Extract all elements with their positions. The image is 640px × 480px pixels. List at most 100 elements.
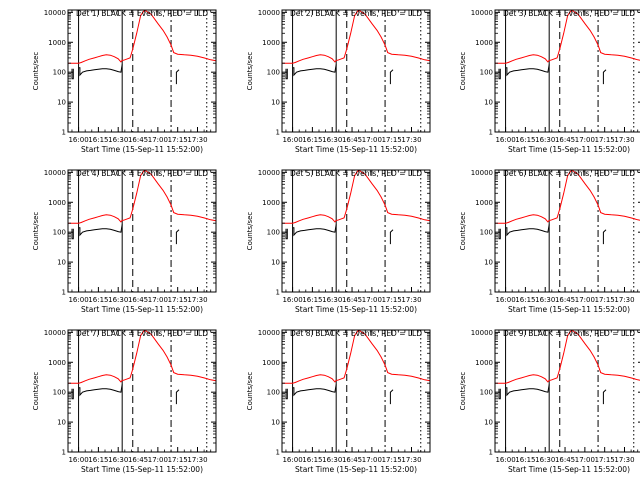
y-tick-label: 10 [57,99,66,107]
series-line-events [498,68,501,80]
panel-title: Det 5, BLACK = Events, RED = LLD [290,169,422,178]
y-tick-label: 100 [267,69,280,77]
data-group [68,170,216,245]
y-tick-label: 1000 [475,39,493,47]
panel-det-1: 1 10 100 1000 10000 16:00 16:15 16:30 16:45 17:00… [32,9,217,154]
x-tick-label: 17:00 [362,456,382,464]
y-tick-label: 10000 [44,169,66,177]
x-axis-label: Start Time (15-Sep-11 15:52:00) [81,305,203,314]
x-tick-label: 16:45 [128,136,148,144]
x-tick-label: 16:45 [128,456,148,464]
y-tick-label: 1 [62,129,66,137]
x-tick-label: 17:15 [595,456,615,464]
x-tick-label: 17:00 [148,456,168,464]
x-tick-label: 16:30 [535,296,555,304]
y-tick-label: 100 [267,389,280,397]
y-tick-label: 1 [489,129,493,137]
series-line-events [175,229,180,245]
x-tick-label: 17:00 [148,296,168,304]
y-axis-label: Counts/sec [459,52,467,91]
plot-frame [281,169,431,293]
y-tick-label: 1000 [262,199,280,207]
x-tick-label: 17:30 [614,136,634,144]
y-tick-label: 100 [480,229,493,237]
series-line-lld [68,170,216,224]
x-tick-label: 16:15 [515,296,535,304]
panel-det-6: 1 10 100 1000 10000 16:00 16:15 16:30 16:45 17:00… [459,169,640,314]
y-axis-label: Counts/sec [459,372,467,411]
data-group [495,10,640,85]
x-axis-label: Start Time (15-Sep-11 15:52:00) [295,465,417,474]
y-tick-label: 10 [271,99,280,107]
x-tick-label: 17:30 [401,456,421,464]
series-line-events [389,229,394,245]
series-line-events [505,64,550,77]
x-tick-label: 16:00 [282,296,302,304]
x-tick-label: 17:00 [575,456,595,464]
x-tick-label: 16:45 [128,296,148,304]
x-tick-label: 16:30 [322,456,342,464]
plot-frame [281,329,431,453]
series-line-events [602,229,607,245]
series-line-lld [68,330,216,384]
x-tick-label: 17:15 [595,136,615,144]
x-tick-label: 17:00 [362,296,382,304]
y-tick-label: 1000 [48,199,66,207]
y-tick-label: 10 [57,419,66,427]
x-axis-label: Start Time (15-Sep-11 15:52:00) [81,465,203,474]
series-line-events [175,389,180,405]
x-axis-label: Start Time (15-Sep-11 15:52:00) [508,145,630,154]
y-tick-label: 1 [62,289,66,297]
plot-frame [494,329,640,453]
plot-frame [281,9,431,133]
x-axis-label: Start Time (15-Sep-11 15:52:00) [508,465,630,474]
panel-title: Det 2, BLACK = Events, RED = LLD [290,9,422,18]
x-tick-label: 16:30 [535,456,555,464]
y-tick-label: 10000 [258,9,280,17]
x-tick-label: 17:15 [382,136,402,144]
series-line-lld [495,330,640,384]
panel-title: Det 8, BLACK = Events, RED = LLD [290,329,422,338]
x-tick-label: 16:00 [282,456,302,464]
panel-title: Det 7, BLACK = Events, RED = LLD [76,329,208,338]
x-tick-label: 16:45 [555,136,575,144]
y-tick-label: 1000 [475,359,493,367]
y-tick-label: 10 [57,259,66,267]
y-tick-label: 1000 [475,199,493,207]
x-tick-label: 16:15 [88,296,108,304]
y-tick-label: 1 [276,129,280,137]
plot-frame [494,9,640,133]
y-tick-label: 1 [489,449,493,457]
y-tick-label: 100 [53,389,66,397]
x-axis-label: Start Time (15-Sep-11 15:52:00) [295,305,417,314]
y-tick-label: 100 [480,389,493,397]
series-line-events [285,68,288,80]
x-tick-label: 17:30 [401,136,421,144]
series-line-events [498,388,501,400]
y-tick-label: 10000 [44,9,66,17]
y-axis-label: Counts/sec [32,212,40,251]
series-line-events [505,224,550,237]
y-tick-label: 1000 [48,359,66,367]
y-tick-label: 100 [480,69,493,77]
x-tick-label: 17:15 [595,296,615,304]
series-line-events [78,224,123,237]
series-line-events [389,389,394,405]
y-tick-label: 10000 [471,329,493,337]
y-tick-label: 1 [489,289,493,297]
series-line-lld [495,170,640,224]
panel-title: Det 9, BLACK = Events, RED = LLD [503,329,635,338]
y-tick-label: 100 [53,69,66,77]
y-tick-label: 1 [276,449,280,457]
x-tick-label: 16:30 [322,136,342,144]
series-line-events [285,388,288,400]
data-group [68,330,216,405]
x-axis-label: Start Time (15-Sep-11 15:52:00) [295,145,417,154]
x-tick-label: 16:30 [108,136,128,144]
series-line-events [175,69,180,85]
series-line-events [292,384,337,397]
x-tick-label: 16:45 [555,296,575,304]
y-tick-label: 1000 [48,39,66,47]
y-axis-label: Counts/sec [32,372,40,411]
